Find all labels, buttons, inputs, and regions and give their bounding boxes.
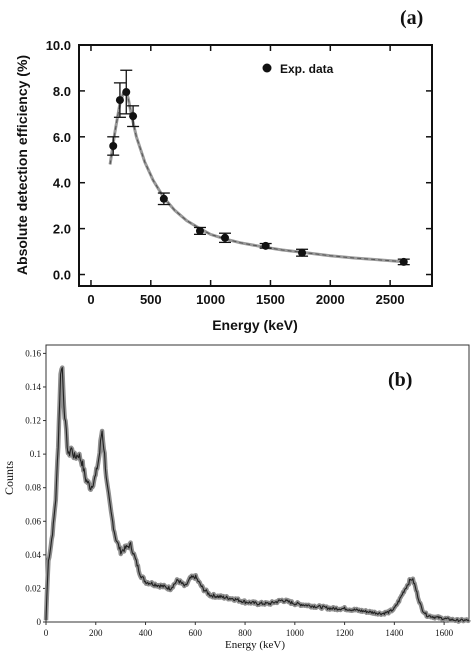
panel-a-x-tick-label: 2000 (316, 292, 345, 307)
panel-a-data-point (296, 248, 309, 257)
panel-a-label: (a) (400, 7, 423, 29)
panel-a-marker (109, 141, 118, 150)
panel-a-data-point (157, 192, 170, 206)
panel-b-y-tick-label: 0.06 (25, 516, 41, 526)
panel-a-y-tick-label: 6.0 (53, 130, 71, 145)
panel-a-data-point (259, 241, 272, 250)
panel-b-x-tick-label: 1600 (435, 628, 454, 638)
panel-b-x-tick-label: 600 (189, 628, 203, 638)
panel-a-y-ticks: 0.0 2.0 4.0 6.0 8.0 10.0 (46, 38, 432, 283)
panel-a-marker (115, 96, 124, 105)
panel-a-x-ticks: 0 500 1000 1500 2000 2500 (87, 45, 405, 307)
panel-a-y-tick-label: 0.0 (53, 268, 71, 283)
panel-a-x-tick-label: 500 (140, 292, 162, 307)
panel-b-y-tick-label: 0.08 (25, 483, 41, 493)
panel-a-y-axis-title: Absolute detection efficiency (%) (14, 55, 30, 275)
panel-a-marker (129, 112, 138, 121)
panel-a-x-tick-label: 1000 (196, 292, 225, 307)
panel-a-data-point (193, 226, 206, 236)
panel-b-x-tick-label: 800 (238, 628, 252, 638)
panel-b-y-tick-label: 0.1 (30, 449, 41, 459)
panel-b-x-tick-label: 200 (89, 628, 103, 638)
panel-a-y-tick-label: 10.0 (46, 38, 71, 53)
panel-a-marker (122, 88, 131, 97)
panel-a-y-tick-label: 4.0 (53, 176, 71, 191)
panel-b-y-tick-label: 0.16 (25, 348, 41, 358)
panel-b-x-axis-title: Energy (keV) (225, 639, 285, 651)
panel-b-x-tick-label: 1000 (286, 628, 305, 638)
panel-a-marker (195, 226, 204, 235)
panel-a-y-tick-label: 8.0 (53, 84, 71, 99)
panel-b-x-tick-label: 1400 (385, 628, 404, 638)
panel-a-data-point (107, 136, 120, 156)
panel-a-marker (298, 248, 307, 257)
panel-b-x-tick-label: 400 (139, 628, 153, 638)
panel-b-x-tick-label: 0 (44, 628, 49, 638)
panel-a-data-point (218, 232, 231, 244)
panel-a-x-axis-title: Energy (keV) (212, 317, 298, 333)
panel-b-label: (b) (388, 369, 412, 391)
panel-a-fit-curve-dashed (109, 90, 404, 263)
panel-a-data-point (397, 257, 410, 266)
panel-b-y-tick-label: 0.12 (25, 416, 41, 426)
panel-a-plot-frame (78, 44, 433, 287)
panel-a-data-points (107, 69, 410, 266)
panel-a-x-tick-label: 0 (87, 292, 94, 307)
panel-a-efficiency-chart: (a) 0.0 2.0 4.0 6.0 8.0 10.0 0 500 1000 1500 2000… (14, 7, 433, 333)
panel-b-y-tick-label: 0.02 (25, 583, 41, 593)
panel-b-plot-frame (45, 344, 470, 623)
panel-a-data-point (113, 82, 126, 118)
panel-a-fit-curve (108, 88, 404, 264)
panel-a-x-tick-label: 1500 (256, 292, 285, 307)
panel-b-y-tick-label: 0 (37, 617, 42, 627)
panel-a-legend-marker (262, 63, 272, 73)
panel-a-legend-label: Exp. data (280, 62, 334, 76)
panel-b-x-tick-label: 1200 (336, 628, 355, 638)
panel-b-spectrum-chart: (b) 0 0.02 0.04 0.06 0.08 0.1 0.12 0.14 0.16 0 20… (2, 344, 471, 651)
panel-b-y-ticks: 0 0.02 0.04 0.06 0.08 0.1 0.12 0.14 0.16 (25, 348, 46, 627)
panel-a-x-tick-label: 2500 (376, 292, 405, 307)
panel-b-y-tick-label: 0.04 (25, 550, 41, 560)
panel-b-spectrum-line (45, 367, 470, 623)
panel-a-data-point (127, 105, 140, 128)
panel-b-y-tick-label: 0.14 (25, 382, 41, 392)
panel-b-spectrum-band (43, 365, 471, 624)
panel-a-marker (159, 194, 168, 203)
panel-a-y-tick-label: 2.0 (53, 222, 71, 237)
panel-b-x-ticks: 0 200 400 600 800 1000 1200 1400 1600 (44, 622, 454, 638)
panel-a-marker (220, 233, 229, 242)
panel-a-marker (261, 241, 270, 250)
panel-a-data-point (120, 69, 133, 115)
panel-a-marker (399, 257, 408, 266)
panel-b-y-axis-title: Counts (2, 461, 16, 495)
